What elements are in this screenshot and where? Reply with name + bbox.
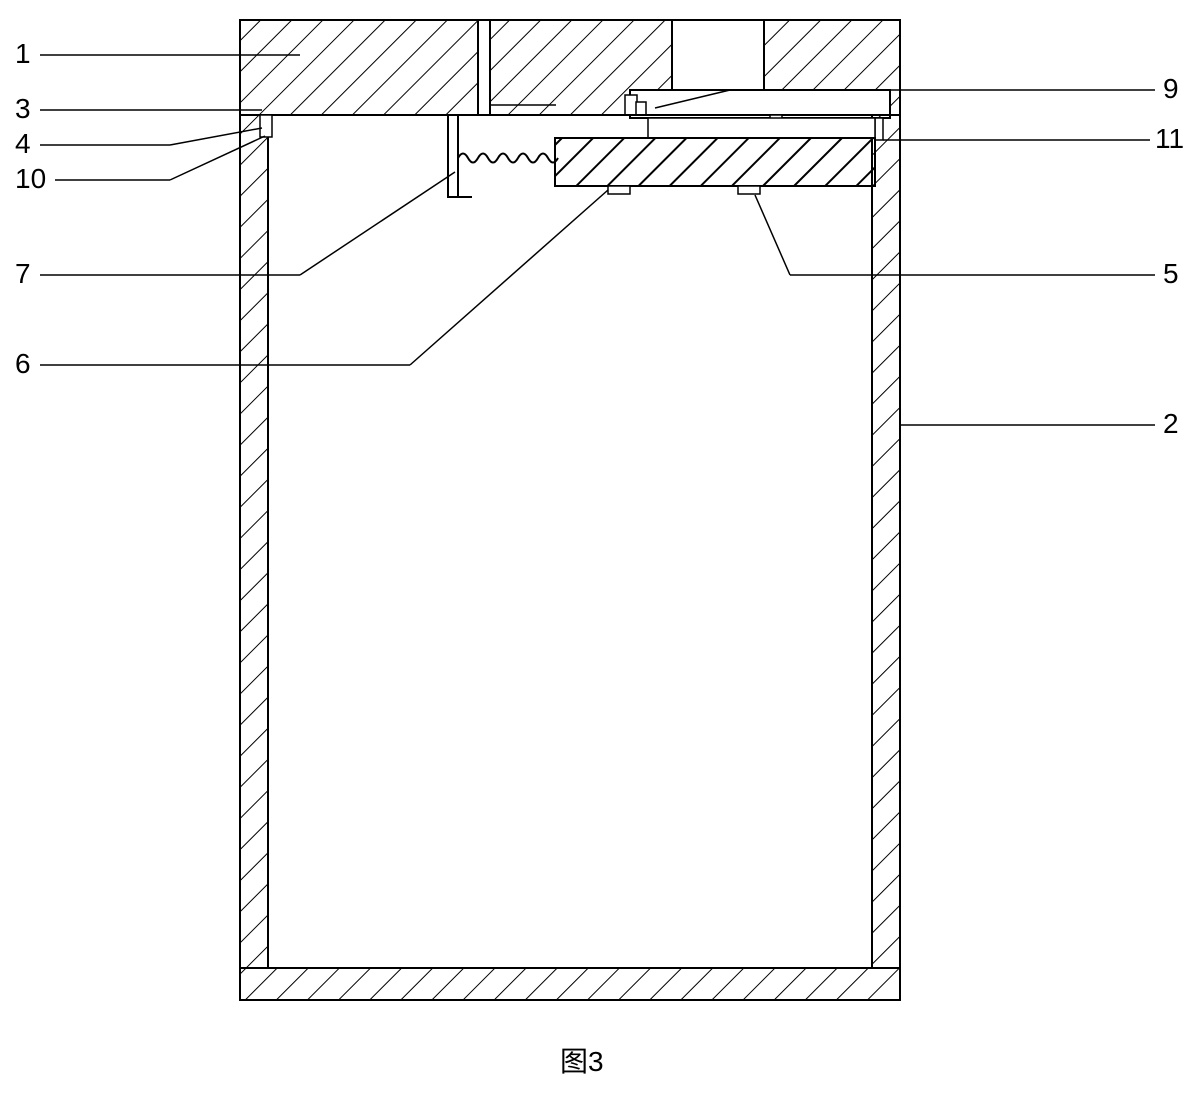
left-bracket	[448, 115, 458, 197]
label-9: 9	[1163, 73, 1179, 105]
tab-left	[260, 115, 272, 137]
label-10: 10	[15, 163, 46, 195]
figure-caption: 图3	[560, 1040, 604, 1080]
pin-1	[608, 186, 630, 194]
spring	[458, 154, 558, 163]
tab-right	[875, 118, 883, 140]
label-7: 7	[15, 258, 31, 290]
diagram-container: 1 3 4 10 7 6 9 11 5 2 图3	[0, 0, 1202, 1095]
label-11: 11	[1155, 123, 1184, 155]
slide-plate	[555, 138, 875, 186]
inner-cavity	[268, 115, 872, 968]
label-5: 5	[1163, 258, 1179, 290]
bottom-wall	[240, 968, 900, 1000]
label-6: 6	[15, 348, 31, 380]
left-wall	[240, 115, 268, 968]
lid-gap-left	[478, 20, 490, 115]
diagram-svg	[0, 0, 1202, 1095]
label-1: 1	[15, 38, 31, 70]
label-4: 4	[15, 128, 31, 160]
pin-2	[738, 186, 760, 194]
slide-gap	[648, 118, 875, 138]
label-3: 3	[15, 93, 31, 125]
lid-gap-right	[672, 20, 764, 90]
label-2: 2	[1163, 408, 1179, 440]
right-wall	[872, 115, 900, 968]
